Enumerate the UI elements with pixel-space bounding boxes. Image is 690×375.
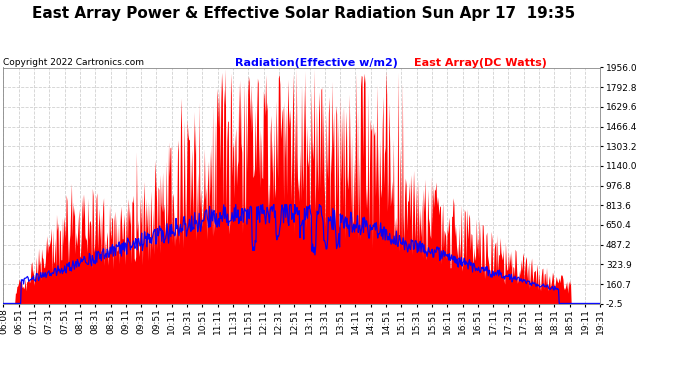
Text: Copyright 2022 Cartronics.com: Copyright 2022 Cartronics.com [3,58,144,67]
Text: East Array(DC Watts): East Array(DC Watts) [414,58,547,68]
Text: Radiation(Effective w/m2): Radiation(Effective w/m2) [235,58,397,68]
Text: East Array Power & Effective Solar Radiation Sun Apr 17  19:35: East Array Power & Effective Solar Radia… [32,6,575,21]
